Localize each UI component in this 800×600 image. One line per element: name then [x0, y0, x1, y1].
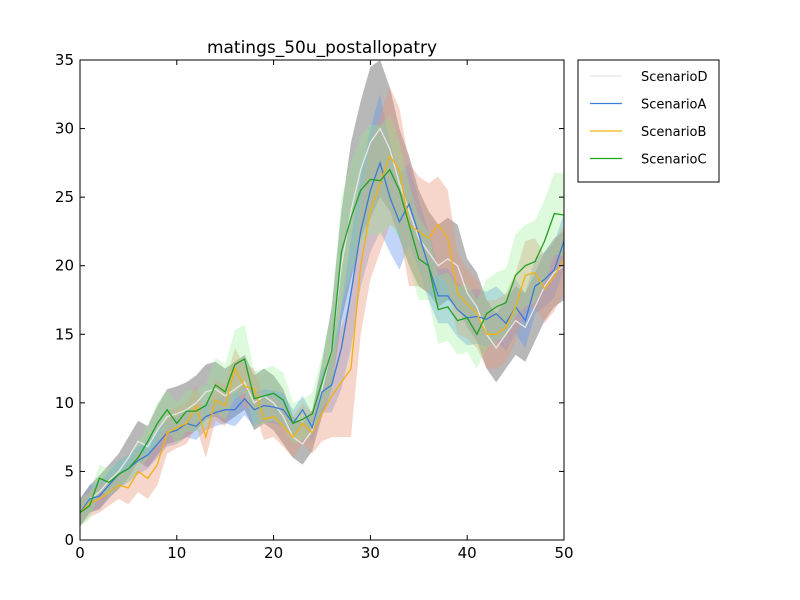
series-line [79, 160, 565, 513]
plot-area [79, 60, 565, 527]
legend-label: ScenarioB [641, 125, 706, 140]
y-tick-label: 20 [55, 257, 74, 275]
y-tick-label: 15 [55, 325, 74, 343]
y-tick-label: 35 [55, 51, 74, 69]
chart-title: matings_50u_postallopatry [207, 38, 437, 58]
x-tick-label: 20 [264, 544, 283, 562]
legend-label: ScenarioD [641, 70, 708, 85]
legend-label: ScenarioA [641, 98, 707, 113]
y-tick-label: 30 [55, 120, 74, 138]
legend-label: ScenarioC [641, 153, 707, 168]
y-tick-label: 0 [64, 531, 74, 549]
legend-box [577, 59, 720, 183]
x-tick-label: 40 [458, 544, 477, 562]
y-tick-label: 10 [55, 394, 74, 412]
y-tick-label: 5 [64, 462, 74, 480]
series-line [79, 154, 565, 514]
x-tick-label: 10 [167, 544, 186, 562]
legend: ScenarioD ScenarioA ScenarioB ScenarioC [577, 59, 720, 183]
x-tick-label: 0 [75, 544, 85, 562]
y-tick-label: 25 [55, 188, 74, 206]
axes-frame [79, 59, 565, 541]
error-band [80, 94, 564, 527]
error-band [80, 87, 564, 527]
x-tick-label: 30 [361, 544, 380, 562]
series-line [79, 168, 565, 514]
x-tick-label: 50 [554, 544, 573, 562]
error-band [80, 60, 564, 527]
series-line [79, 127, 565, 513]
